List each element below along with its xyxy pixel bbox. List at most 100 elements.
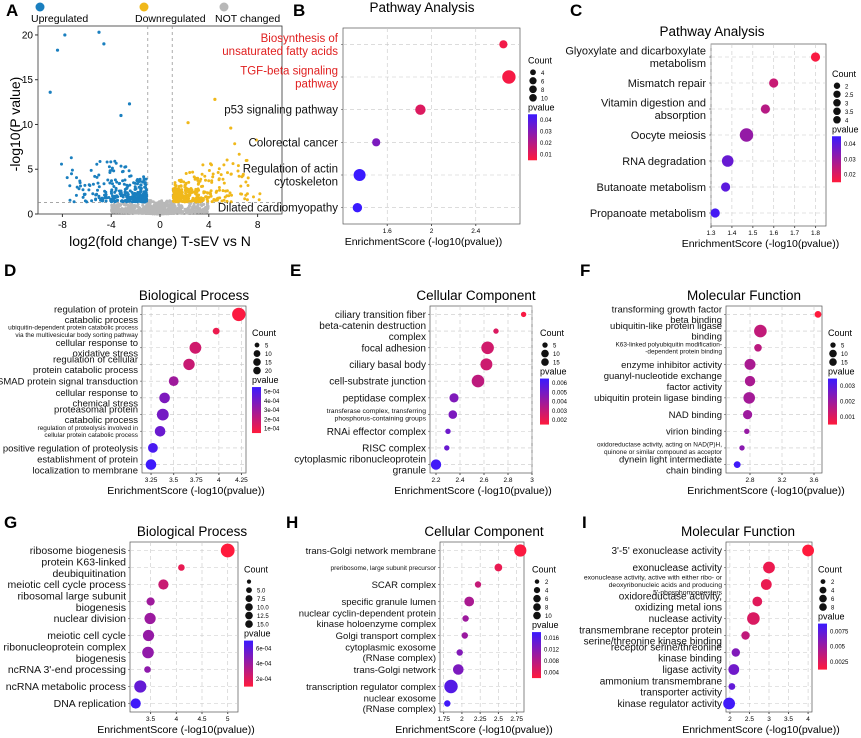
term-label: nuclear exosome(RNase complex) bbox=[363, 694, 436, 716]
down-point bbox=[203, 174, 207, 178]
up-point bbox=[119, 164, 123, 168]
bubble-xlabel: EnrichmentScore (-log10(pvalue)) bbox=[107, 485, 265, 497]
term-label-line: protein K63-linked bbox=[41, 556, 126, 568]
term-label: K63-linked polyubiquitin modification--d… bbox=[615, 341, 722, 355]
size-legend-marker bbox=[533, 586, 541, 594]
x-tick-label: 3.6 bbox=[809, 477, 818, 484]
term-label: cell-substrate junction bbox=[329, 377, 426, 388]
bubble-title: Molecular Function bbox=[687, 288, 801, 303]
size-legend-marker bbox=[833, 115, 841, 124]
down-point bbox=[246, 184, 250, 187]
up-point bbox=[123, 165, 127, 169]
size-legend-title: Count bbox=[244, 565, 269, 575]
down-point bbox=[207, 169, 211, 172]
up-point bbox=[91, 182, 95, 186]
enrichment-point bbox=[142, 629, 155, 642]
term-label-line: NAD binding bbox=[669, 410, 722, 421]
enrichment-point bbox=[743, 392, 755, 404]
up-point bbox=[60, 162, 63, 166]
term-label: nuclear division bbox=[54, 613, 127, 625]
x-tick-label: 8 bbox=[255, 220, 261, 231]
term-label-line: enzyme inhibitor activity bbox=[621, 360, 722, 371]
down-point bbox=[225, 189, 229, 193]
size-legend-label: 10 bbox=[841, 352, 848, 358]
term-label-line: Biosynthesis of bbox=[261, 33, 339, 45]
term-label: transmembrane receptor proteinserine/thr… bbox=[579, 625, 722, 647]
term-label: oxidoreductase activity,oxidizing metal … bbox=[619, 591, 722, 613]
y-tick-label: 20 bbox=[22, 30, 34, 41]
nc-point bbox=[194, 205, 197, 209]
term-label: regulation of proteolysis involved incel… bbox=[38, 425, 139, 439]
up-point bbox=[97, 173, 101, 177]
enrichment-point bbox=[723, 697, 735, 710]
term-label-line: Vitamin digestion and bbox=[601, 98, 706, 110]
term-label-line: absorption bbox=[655, 110, 706, 122]
size-legend-marker bbox=[533, 603, 541, 611]
enrichment-point bbox=[710, 208, 720, 218]
enrichment-point bbox=[456, 649, 463, 656]
term-label: Butanoate metabolism bbox=[597, 182, 706, 194]
nc-point bbox=[146, 206, 150, 210]
down-point bbox=[176, 194, 180, 197]
size-legend-label: 4 bbox=[831, 589, 835, 595]
size-legend-label: 4 bbox=[845, 118, 849, 124]
down-point bbox=[187, 180, 191, 184]
down-point bbox=[196, 179, 200, 182]
term-label-line: complex bbox=[389, 332, 426, 343]
enrichment-point bbox=[744, 428, 750, 434]
panel-label: H bbox=[286, 513, 298, 532]
up-point bbox=[98, 160, 102, 163]
size-legend-marker bbox=[254, 342, 260, 348]
panel-label: G bbox=[4, 513, 17, 532]
x-tick-label: 3 bbox=[767, 716, 771, 723]
nc-point bbox=[154, 201, 158, 205]
outlier-point bbox=[102, 42, 106, 46]
size-legend-marker bbox=[246, 579, 252, 584]
nc-point bbox=[153, 209, 156, 212]
size-legend-label: 15 bbox=[841, 361, 848, 367]
x-tick-label: 2.2 bbox=[431, 477, 440, 484]
bubble-chart-i: I Molecular Function 3'-5' exonuclease act… bbox=[579, 513, 849, 736]
down-point bbox=[243, 197, 247, 201]
nc-point bbox=[112, 204, 116, 208]
term-label: Propanoate metabolism bbox=[590, 208, 706, 220]
outlier-point bbox=[63, 33, 67, 37]
x-tick-label: 1.6 bbox=[769, 230, 778, 237]
color-legend-bar bbox=[818, 623, 827, 670]
volcano-xlabel: log2(fold change) T-sEV vs N bbox=[69, 233, 251, 249]
bubble-chart-g: G Biological Process ribosome biogenesispr… bbox=[3, 513, 272, 736]
up-point bbox=[118, 181, 122, 185]
down-point bbox=[194, 190, 198, 194]
down-point bbox=[223, 195, 227, 199]
x-tick-label: 2 bbox=[728, 716, 732, 723]
size-legend-label: 4 bbox=[541, 71, 545, 77]
enrichment-point bbox=[461, 632, 468, 639]
up-point bbox=[87, 188, 91, 192]
term-label-line: trans-Golgi network bbox=[354, 665, 437, 676]
up-point bbox=[114, 161, 118, 165]
up-point bbox=[110, 191, 113, 195]
term-label-line: kinase binding bbox=[658, 654, 722, 665]
x-tick-label: 3.5 bbox=[146, 716, 155, 723]
up-point bbox=[119, 199, 123, 203]
term-label-line: positive regulation of proteolysis bbox=[3, 443, 138, 454]
down-point bbox=[208, 191, 212, 195]
outlier-point bbox=[186, 121, 190, 125]
enrichment-point bbox=[444, 700, 451, 707]
term-label-line: Mismatch repair bbox=[628, 78, 707, 90]
size-legend-label: 5 bbox=[553, 344, 557, 350]
color-legend-label: 0.03 bbox=[844, 157, 856, 163]
term-label-line: cellular protein catabolic process bbox=[44, 432, 138, 439]
up-point bbox=[96, 181, 100, 185]
term-label-line: biogenesis bbox=[76, 653, 126, 665]
enrichment-point bbox=[462, 615, 469, 622]
term-label: Mismatch repair bbox=[628, 78, 707, 90]
size-legend-marker bbox=[245, 595, 253, 603]
size-legend-marker bbox=[829, 358, 837, 366]
up-point bbox=[112, 169, 116, 173]
